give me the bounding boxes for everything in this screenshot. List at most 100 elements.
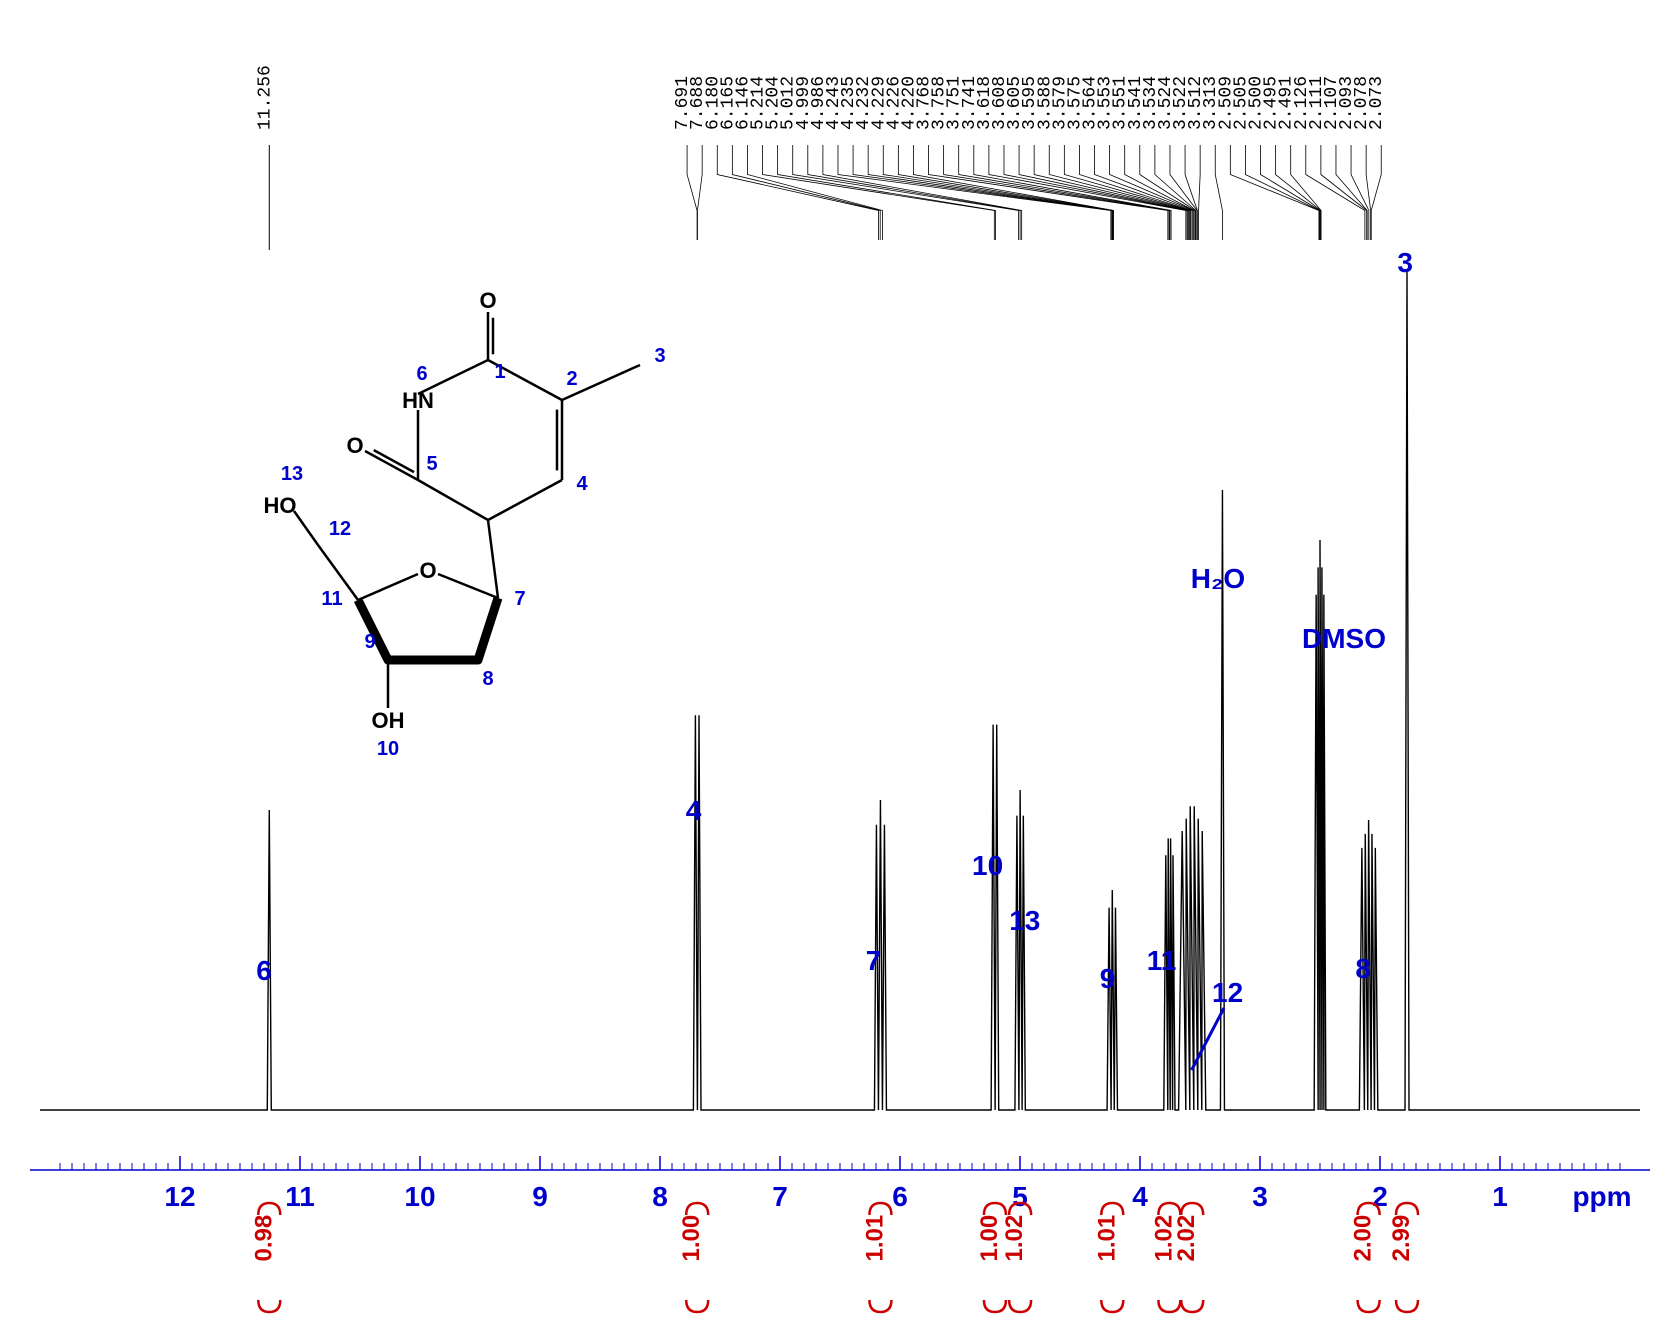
integral-value: 0.98 [250, 1215, 277, 1262]
integral-value: 1.00 [976, 1215, 1003, 1262]
integral-bracket-bottom [1181, 1300, 1203, 1312]
integral-bracket-bottom [1358, 1300, 1380, 1312]
integral-value: 1.02 [1001, 1215, 1028, 1262]
structure-number: 11 [321, 588, 342, 610]
bond [438, 574, 498, 598]
integral-bracket-top [1396, 1203, 1418, 1215]
assignment-label: H₂O [1191, 563, 1245, 594]
peak-leader-line [1371, 145, 1381, 240]
structure-number: 6 [416, 363, 427, 385]
peak-leader-line [697, 145, 702, 240]
assignment-label: 10 [972, 850, 1003, 881]
nmr-svg: 11.2567.6917.6886.1806.1656.1465.2145.20… [0, 0, 1673, 1338]
peak-leader-line [929, 145, 1168, 240]
integral-value: 2.99 [1388, 1215, 1415, 1262]
peak-leader-line [687, 145, 697, 240]
peak-leader-line [1019, 145, 1187, 240]
peak-leader-line [1199, 145, 1201, 240]
bond [365, 451, 418, 480]
atom-label: O [419, 558, 436, 583]
bond [488, 520, 498, 598]
assignment-label: DMSO [1302, 623, 1386, 654]
peak-leader-line [1170, 145, 1197, 240]
peak-leader-line [1245, 145, 1319, 240]
axis-tick-label: 6 [892, 1181, 908, 1212]
structure-number: 10 [377, 738, 399, 760]
integral-bracket-top [1101, 1203, 1123, 1215]
structure-number: 13 [281, 463, 303, 485]
structure-number: 7 [514, 588, 525, 610]
axis-tick-label: 12 [164, 1181, 195, 1212]
peak-leader-line [1336, 145, 1367, 240]
assignment-label: 8 [1355, 953, 1371, 984]
integral-value: 1.01 [1093, 1215, 1120, 1262]
axis-tick-label: 11 [285, 1181, 315, 1212]
axis-tick-label: 1 [1492, 1181, 1508, 1212]
integral-bracket-bottom [258, 1300, 280, 1312]
axis-tick-label: 10 [404, 1181, 435, 1212]
peak-label: 11.256 [255, 65, 275, 130]
peak-leader-line [1261, 145, 1320, 240]
axis-tick-label: 4 [1132, 1181, 1148, 1212]
integral-bracket-top [984, 1203, 1006, 1215]
axis-tick-label: 7 [772, 1181, 788, 1212]
peak-leader-line [1064, 145, 1190, 240]
assignment-label: 13 [1009, 905, 1040, 936]
nmr-spectrum: 11.2567.6917.6886.1806.1656.1465.2145.20… [0, 0, 1673, 1338]
axis-tick-label: 2 [1372, 1181, 1388, 1212]
peak-leader-line [747, 145, 882, 240]
atom-label: HN [402, 388, 434, 413]
bond [358, 574, 418, 600]
integral-value: 2.02 [1173, 1215, 1200, 1262]
integral-bracket-bottom [869, 1300, 891, 1312]
integral-bracket-top [258, 1203, 280, 1215]
axis-tick-label: 5 [1012, 1181, 1028, 1212]
integral-value: 1.01 [861, 1215, 888, 1262]
structure-number: 1 [494, 361, 505, 383]
bond [294, 511, 318, 545]
integral-bracket-bottom [1009, 1300, 1031, 1312]
assignment-label: 3 [1397, 247, 1413, 278]
bond [418, 480, 488, 520]
integral-value: 2.00 [1350, 1215, 1377, 1262]
peak-leader-line [883, 145, 1112, 240]
integral-bracket-bottom [686, 1300, 708, 1312]
integral-value: 1.00 [678, 1215, 705, 1262]
assignment-label: 6 [256, 955, 272, 986]
peak-leader-line [898, 145, 1113, 240]
structure-number: 2 [566, 368, 577, 390]
integral-bracket-top [1158, 1203, 1180, 1215]
integral-bracket-top [686, 1203, 708, 1215]
atom-label: HO [264, 493, 297, 518]
axis-tick-label: 8 [652, 1181, 668, 1212]
bond [488, 480, 562, 520]
spectrum-trace [40, 270, 1640, 1110]
atom-label: OH [372, 708, 405, 733]
structure-number: 5 [426, 453, 437, 475]
integral-bracket-top [1181, 1203, 1203, 1215]
peak-leader-line [1306, 145, 1365, 240]
atom-label: O [346, 433, 363, 458]
peak-leader-line [1110, 145, 1194, 240]
peak-leader-line [717, 145, 878, 240]
assignment-label: 12 [1212, 977, 1243, 1008]
axis-tick-label: 3 [1252, 1181, 1268, 1212]
structure-number: 4 [576, 473, 588, 495]
assignment-label: 4 [686, 795, 702, 826]
peak-leader-line [1215, 145, 1222, 240]
integral-bracket-bottom [1101, 1300, 1123, 1312]
structure-number: 8 [482, 668, 493, 690]
peak-leader-line [1095, 145, 1193, 240]
integral-bracket-top [869, 1203, 891, 1215]
structure-number: 9 [364, 631, 375, 653]
atom-label: O [479, 288, 496, 313]
peak-label: 2.073 [1367, 76, 1387, 130]
integral-bracket-bottom [1158, 1300, 1180, 1312]
integral-bracket-bottom [1396, 1300, 1418, 1312]
peak-leader-line [732, 145, 880, 240]
peak-leader-line [778, 145, 996, 240]
bond [374, 450, 414, 472]
assignment-label: 11 [1147, 945, 1177, 976]
axis-tick-label: 9 [532, 1181, 548, 1212]
assignment-label: 7 [866, 945, 882, 976]
